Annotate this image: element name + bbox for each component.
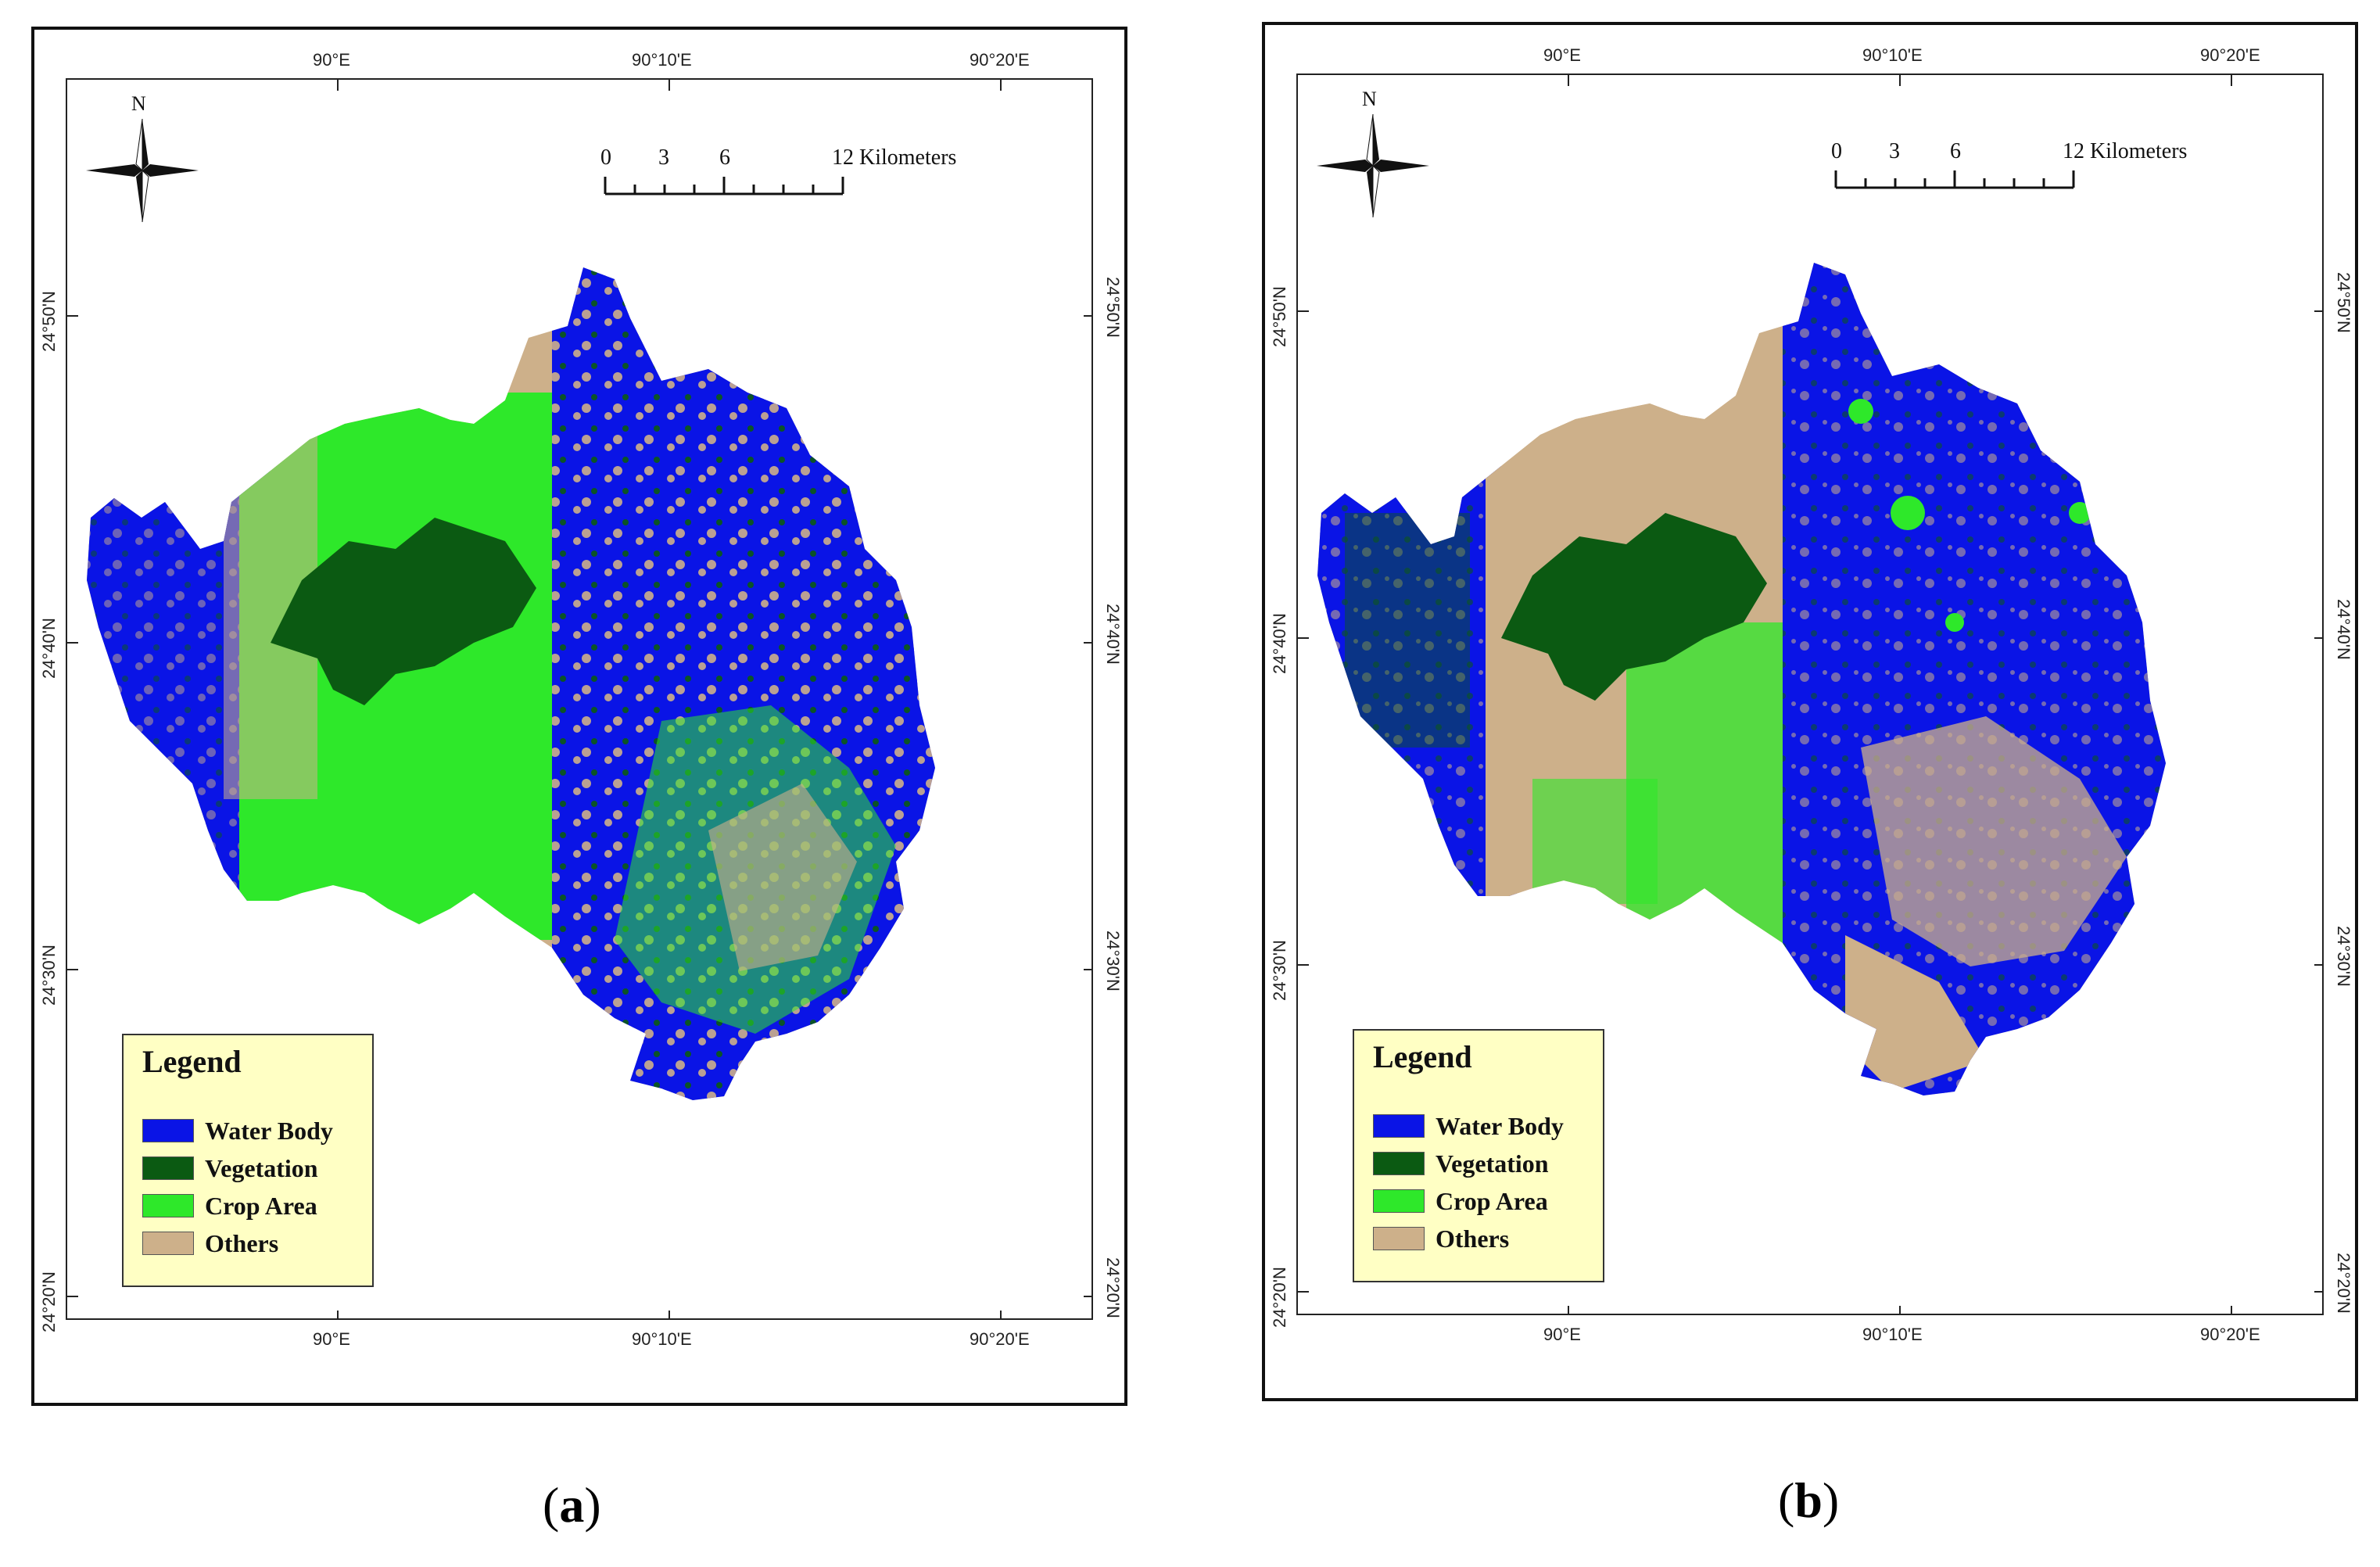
lon-label-top-90-10e: 90°10'E — [632, 50, 692, 70]
north-label-a: N — [131, 92, 146, 115]
legend-title: Legend — [1373, 1039, 1472, 1074]
caption-open-b: ( — [1778, 1472, 1795, 1528]
scale-bar-b — [1834, 170, 2075, 189]
graticule-ticks-a — [67, 80, 1091, 1318]
scale-label-6: 6 — [719, 145, 730, 170]
caption-close-b: ) — [1822, 1472, 1840, 1528]
lat-label-left-24-50n: 24°50'N — [1270, 286, 1289, 347]
lat-label-left-24-50n: 24°50'N — [39, 291, 59, 352]
map-frame-b — [1296, 74, 2324, 1315]
caption-close-a: ) — [584, 1477, 601, 1533]
legend-swatch-water-body — [1373, 1114, 1425, 1138]
lat-label-left-24-20n: 24°20'N — [1270, 1267, 1289, 1328]
lon-label-bottom-90-20e: 90°20'E — [2200, 1325, 2260, 1344]
lat-label-right-24-30n: 24°30'N — [1103, 931, 1123, 991]
scale-bar-a — [604, 177, 844, 195]
legend-label-others: Others — [205, 1228, 279, 1257]
scale-label-3: 3 — [658, 145, 669, 170]
lat-label-left-24-20n: 24°20'N — [39, 1271, 59, 1332]
legend-swatch-vegetation — [1373, 1152, 1425, 1175]
lon-label-bottom-90e: 90°E — [313, 1329, 350, 1349]
legend-item-others: Others — [1373, 1223, 1509, 1254]
legend-swatch-vegetation — [142, 1156, 194, 1180]
north-arrow-icon — [1317, 114, 1429, 217]
caption-b: (b) — [1778, 1472, 1839, 1529]
legend-title: Legend — [142, 1044, 242, 1079]
lon-label-bottom-90e: 90°E — [1543, 1325, 1581, 1344]
lat-label-right-24-20n: 24°20'N — [1103, 1257, 1123, 1318]
legend-label-vegetation: Vegetation — [1436, 1149, 1549, 1178]
caption-letter-b: b — [1794, 1472, 1823, 1528]
caption-open-a: ( — [543, 1477, 560, 1533]
legend-item-crop-area: Crop Area — [1373, 1185, 1548, 1217]
scale-label-12-km: 12 Kilometers — [2063, 139, 2188, 163]
legend-item-water-body: Water Body — [1373, 1110, 1564, 1142]
north-arrow-icon — [86, 119, 199, 222]
landcover-map-a — [67, 80, 1091, 1318]
legend-item-vegetation: Vegetation — [142, 1153, 318, 1184]
scale-label-0: 0 — [1831, 139, 1842, 163]
scale-label-0: 0 — [600, 145, 611, 170]
graticule-ticks-b — [1298, 75, 2322, 1314]
lon-label-top-90-10e: 90°10'E — [1862, 45, 1923, 65]
lon-label-bottom-90-10e: 90°10'E — [1862, 1325, 1923, 1344]
lat-label-left-24-40n: 24°40'N — [39, 618, 59, 679]
lon-label-top-90-20e: 90°20'E — [970, 50, 1030, 70]
legend-label-crop-area: Crop Area — [205, 1191, 317, 1220]
map-frame-a — [66, 78, 1093, 1320]
lat-label-left-24-30n: 24°30'N — [39, 945, 59, 1006]
lat-label-right-24-20n: 24°20'N — [2334, 1253, 2353, 1314]
lon-label-top-90-20e: 90°20'E — [2200, 45, 2260, 65]
district-landcover-b — [1317, 263, 2166, 1095]
lon-label-top-90e: 90°E — [1543, 45, 1581, 65]
lat-label-right-24-50n: 24°50'N — [2334, 272, 2353, 333]
legend-label-vegetation: Vegetation — [205, 1153, 318, 1182]
lat-label-left-24-40n: 24°40'N — [1270, 613, 1289, 674]
caption-letter-a: a — [559, 1477, 585, 1533]
legend-label-others: Others — [1436, 1224, 1510, 1253]
lon-label-bottom-90-20e: 90°20'E — [970, 1329, 1030, 1349]
legend-label-water-body: Water Body — [1436, 1111, 1564, 1140]
lat-label-left-24-30n: 24°30'N — [1270, 940, 1289, 1001]
lat-label-right-24-50n: 24°50'N — [1103, 277, 1123, 338]
legend-swatch-others — [142, 1232, 194, 1255]
scale-label-3: 3 — [1889, 139, 1900, 163]
legend-b: Legend Water Body Vegetation Crop Area O… — [1353, 1029, 1604, 1282]
scale-label-6: 6 — [1950, 139, 1961, 163]
lat-label-right-24-30n: 24°30'N — [2334, 926, 2353, 987]
legend-label-crop-area: Crop Area — [1436, 1186, 1548, 1215]
scale-label-12-km: 12 Kilometers — [832, 145, 957, 170]
lon-label-bottom-90-10e: 90°10'E — [632, 1329, 692, 1349]
lon-label-top-90e: 90°E — [313, 50, 350, 70]
legend-swatch-crop-area — [1373, 1189, 1425, 1213]
landcover-map-b — [1298, 75, 2322, 1314]
legend-swatch-water-body — [142, 1119, 194, 1142]
legend-item-others: Others — [142, 1228, 278, 1259]
legend-item-vegetation: Vegetation — [1373, 1148, 1549, 1179]
legend-swatch-crop-area — [142, 1194, 194, 1217]
north-label-b: N — [1362, 88, 1377, 110]
lat-label-right-24-40n: 24°40'N — [2334, 599, 2353, 660]
legend-item-water-body: Water Body — [142, 1115, 333, 1146]
lat-label-right-24-40n: 24°40'N — [1103, 604, 1123, 665]
legend-item-crop-area: Crop Area — [142, 1190, 317, 1221]
legend-a: Legend Water Body Vegetation Crop Area O… — [122, 1034, 374, 1287]
caption-a: (a) — [543, 1476, 601, 1534]
legend-swatch-others — [1373, 1227, 1425, 1250]
legend-label-water-body: Water Body — [205, 1116, 333, 1145]
